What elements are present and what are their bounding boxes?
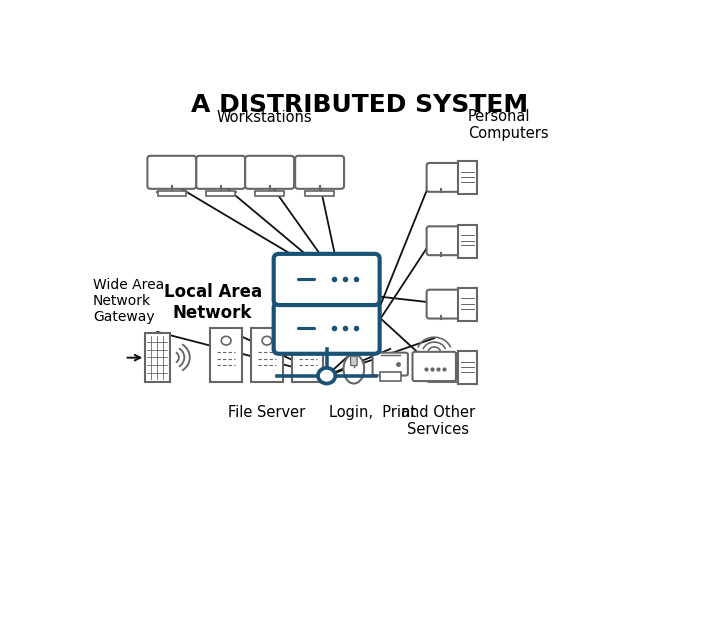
FancyBboxPatch shape (251, 328, 283, 382)
FancyBboxPatch shape (458, 351, 477, 384)
Text: and Other
Services: and Other Services (401, 405, 475, 437)
Circle shape (222, 336, 231, 345)
FancyBboxPatch shape (458, 225, 477, 258)
FancyBboxPatch shape (372, 353, 408, 375)
FancyBboxPatch shape (306, 191, 334, 196)
FancyBboxPatch shape (292, 328, 323, 382)
FancyBboxPatch shape (427, 290, 461, 318)
FancyBboxPatch shape (350, 356, 357, 366)
FancyBboxPatch shape (380, 372, 401, 381)
FancyBboxPatch shape (458, 288, 477, 321)
FancyBboxPatch shape (210, 328, 242, 382)
Text: Login,  Print: Login, Print (329, 405, 416, 420)
Text: Wide Area
Network
Gateway: Wide Area Network Gateway (93, 278, 164, 324)
FancyBboxPatch shape (295, 156, 344, 189)
FancyBboxPatch shape (273, 254, 380, 305)
FancyBboxPatch shape (245, 156, 294, 189)
Ellipse shape (343, 354, 364, 384)
FancyBboxPatch shape (427, 227, 461, 255)
FancyBboxPatch shape (458, 161, 477, 194)
Circle shape (303, 336, 313, 345)
FancyBboxPatch shape (196, 156, 245, 189)
FancyBboxPatch shape (412, 352, 456, 381)
FancyBboxPatch shape (255, 191, 284, 196)
FancyBboxPatch shape (206, 191, 235, 196)
Circle shape (262, 336, 272, 345)
Text: Personal
Computers: Personal Computers (468, 108, 549, 141)
FancyBboxPatch shape (427, 353, 461, 382)
Text: File Server: File Server (229, 405, 306, 420)
FancyBboxPatch shape (158, 191, 186, 196)
Text: Local Area
Network: Local Area Network (163, 283, 261, 322)
FancyBboxPatch shape (147, 156, 196, 189)
Circle shape (318, 368, 335, 384)
FancyBboxPatch shape (144, 334, 170, 382)
FancyBboxPatch shape (427, 163, 461, 192)
FancyBboxPatch shape (273, 303, 380, 354)
Text: Workstations: Workstations (217, 110, 312, 125)
Text: A DISTRIBUTED SYSTEM: A DISTRIBUTED SYSTEM (191, 93, 528, 117)
